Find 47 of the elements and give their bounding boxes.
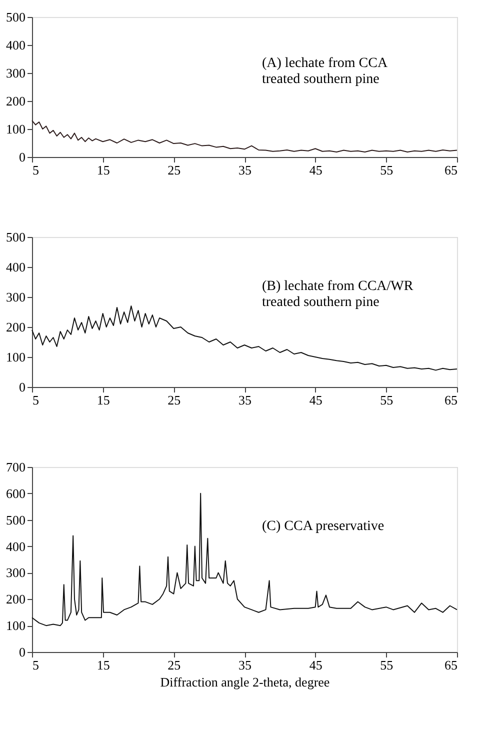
- y-tick-label: 500: [6, 512, 26, 528]
- annotation: (B) lechate from CCA/WR treated southern pine: [262, 279, 414, 310]
- x-tick-label: 5: [32, 162, 39, 178]
- y-tick-label: 300: [6, 565, 26, 580]
- x-tick-label: 45: [309, 162, 322, 178]
- line-series: [32, 120, 458, 152]
- x-tick-label: 55: [380, 658, 394, 672]
- y-tick-label: 600: [6, 486, 26, 501]
- x-axis-title: Diffraction angle 2-theta, degree: [160, 674, 330, 690]
- y-tick-label: 100: [6, 350, 26, 364]
- x-tick-label: 35: [238, 162, 252, 178]
- y-tick-label: 700: [6, 460, 26, 474]
- y-tick-label: 200: [6, 592, 26, 607]
- x-tick-label: 65: [444, 162, 458, 178]
- y-tick-label: 400: [6, 260, 26, 274]
- y-tick-label: 200: [6, 320, 26, 334]
- y-tick-label: 0: [19, 150, 26, 164]
- y-tick-label: 0: [19, 380, 26, 394]
- y-tick-label: 400: [6, 538, 26, 554]
- y-tick-label: 400: [6, 38, 26, 52]
- x-tick-label: 25: [168, 392, 181, 408]
- y-tick-label: 300: [6, 290, 26, 304]
- annotation: (A) lechate from CCA treated southern pine: [262, 56, 388, 88]
- y-tick-label: 100: [6, 122, 26, 136]
- x-tick-label: 35: [238, 392, 252, 408]
- x-tick-label: 25: [168, 162, 181, 178]
- x-tick-label: 35: [238, 658, 252, 672]
- y-tick-label: 200: [6, 94, 26, 108]
- x-tick-label: 45: [309, 658, 322, 672]
- x-tick-label: 55: [380, 392, 394, 408]
- x-tick-label: 15: [96, 392, 110, 408]
- x-tick-label: 65: [444, 392, 458, 408]
- y-tick-label: 500: [6, 10, 26, 24]
- x-tick-label: 15: [96, 162, 110, 178]
- x-tick-label: 5: [32, 392, 39, 408]
- annotation: (C) CCA preservative: [262, 518, 384, 534]
- y-tick-label: 0: [19, 644, 26, 660]
- y-tick-label: 300: [6, 66, 26, 80]
- x-tick-label: 55: [380, 162, 394, 178]
- y-tick-label: 500: [6, 230, 26, 244]
- x-tick-label: 45: [309, 392, 322, 408]
- y-tick-label: 100: [6, 618, 26, 634]
- x-tick-label: 15: [96, 658, 110, 672]
- x-tick-label: 25: [168, 658, 181, 672]
- line-series: [32, 492, 458, 626]
- x-tick-label: 65: [444, 658, 458, 672]
- x-tick-label: 5: [32, 658, 39, 672]
